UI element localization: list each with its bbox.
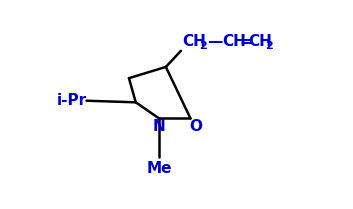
Text: =: = <box>239 34 252 50</box>
Text: CH: CH <box>222 34 246 50</box>
Text: O: O <box>190 119 203 134</box>
Text: 2: 2 <box>265 41 273 51</box>
Text: CH: CH <box>182 34 206 50</box>
Text: N: N <box>152 119 166 134</box>
Text: CH: CH <box>248 34 272 50</box>
Text: —: — <box>208 34 223 50</box>
Text: Me: Me <box>146 161 172 176</box>
Text: i-Pr: i-Pr <box>56 93 86 108</box>
Text: 2: 2 <box>199 41 207 51</box>
